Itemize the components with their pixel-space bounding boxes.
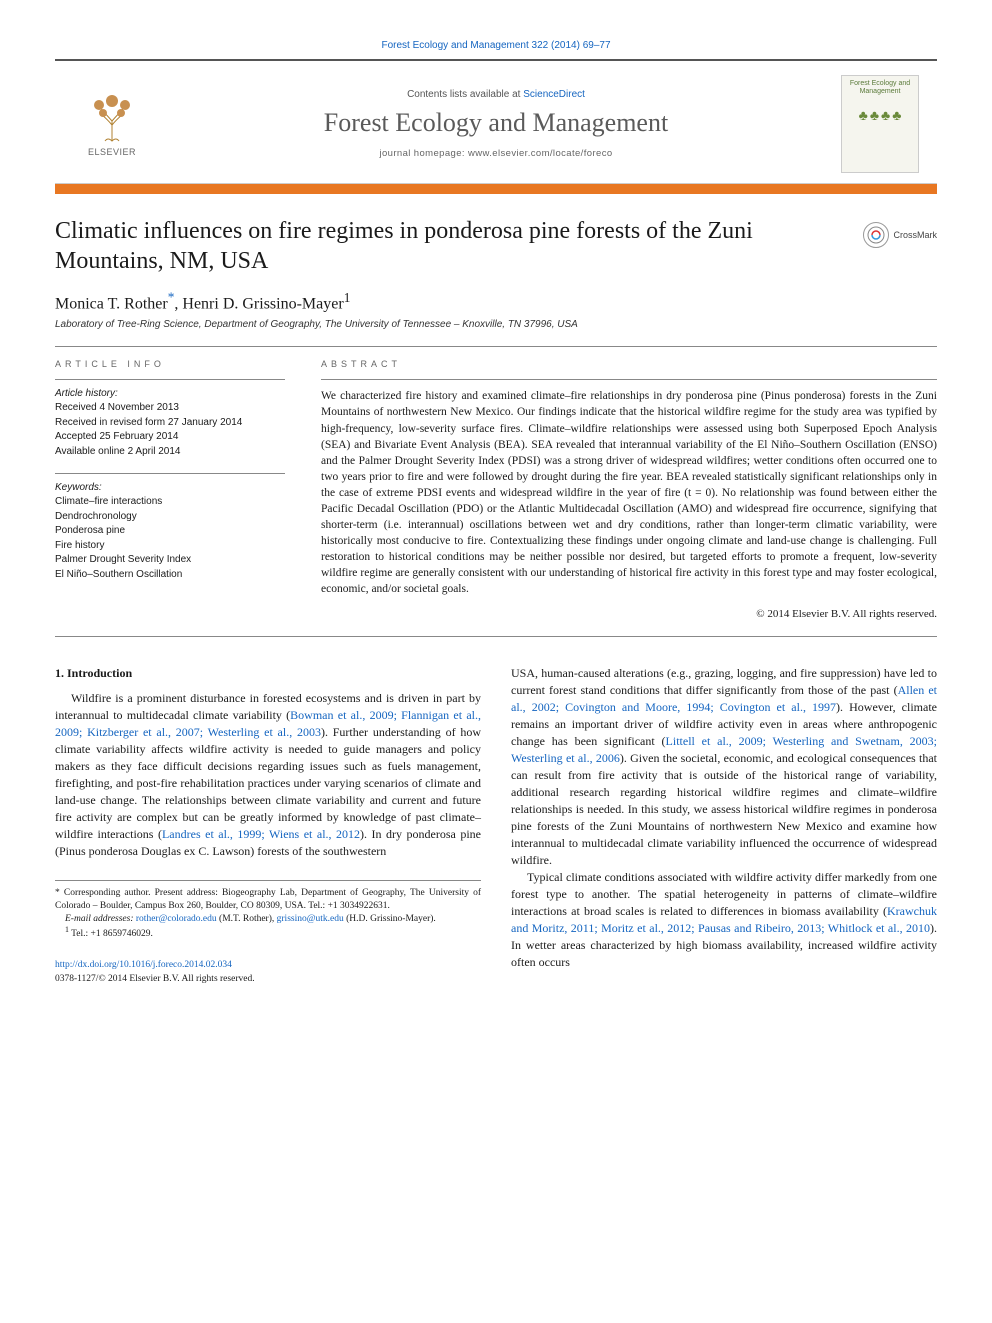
author-list: Monica T. Rother*, Henri D. Grissino-May… [55, 290, 937, 313]
homepage-url[interactable]: www.elsevier.com/locate/foreco [468, 148, 613, 159]
fn-corr-text: Corresponding author. Present address: B… [55, 888, 481, 911]
keyword-4: Palmer Drought Severity Index [55, 553, 285, 568]
history-line-3: Available online 2 April 2014 [55, 445, 285, 460]
doi-link[interactable]: http://dx.doi.org/10.1016/j.foreco.2014.… [55, 960, 232, 970]
fn-emails: E-mail addresses: rother@colorado.edu (M… [55, 913, 481, 926]
fn-email-2[interactable]: grissino@utk.edu [277, 914, 344, 924]
journal-homepage: journal homepage: www.elsevier.com/locat… [169, 148, 823, 159]
fn-email-label: E-mail addresses: [65, 914, 136, 924]
article-info: article info Article history: Received 4… [55, 359, 285, 619]
section-heading: 1. Introduction [55, 665, 481, 682]
citation-line: Forest Ecology and Management 322 (2014)… [55, 40, 937, 51]
author-2-sup: 1 [344, 290, 351, 305]
c1p1-cite2[interactable]: Landres et al., 1999; Wiens et al., 2012 [162, 827, 360, 841]
fn1-text: Tel.: +1 8659746029. [69, 929, 153, 939]
history-label: Article history: [55, 388, 285, 399]
fn-email-1[interactable]: rother@colorado.edu [136, 914, 217, 924]
sciencedirect-link[interactable]: ScienceDirect [523, 89, 585, 100]
publisher-wordmark: ELSEVIER [88, 147, 136, 157]
history-line-2: Accepted 25 February 2014 [55, 430, 285, 445]
affiliation: Laboratory of Tree-Ring Science, Departm… [55, 319, 937, 330]
footnotes: * Corresponding author. Present address:… [55, 880, 481, 941]
column-right: USA, human-caused alterations (e.g., gra… [511, 665, 937, 987]
keyword-3: Fire history [55, 539, 285, 554]
body-columns: 1. Introduction Wildfire is a prominent … [55, 665, 937, 987]
abstract: abstract We characterized fire history a… [321, 359, 937, 619]
rule-bottom [55, 636, 937, 637]
fn-corresponding: * Corresponding author. Present address:… [55, 887, 481, 913]
keywords-label: Keywords: [55, 482, 285, 493]
abstract-rule [321, 379, 937, 380]
c2p1-post: ). Given the societal, economic, and eco… [511, 751, 937, 867]
abstract-copyright: © 2014 Elsevier B.V. All rights reserved… [321, 608, 937, 620]
info-rule-2 [55, 473, 285, 474]
journal-cover-thumb: Forest Ecology and Management ♣♣♣♣ [841, 75, 919, 173]
keyword-0: Climate–fire interactions [55, 495, 285, 510]
journal-name: Forest Ecology and Management [169, 108, 823, 138]
section-title: Introduction [67, 666, 132, 680]
rule-top [55, 346, 937, 347]
accent-bar [55, 184, 937, 194]
masthead: ELSEVIER Contents lists available at Sci… [55, 59, 937, 184]
crossmark-label: CrossMark [893, 230, 937, 240]
c1p1-mid: ). Further understanding of how climate … [55, 725, 481, 841]
footer-bar: http://dx.doi.org/10.1016/j.foreco.2014.… [55, 959, 481, 986]
publisher-logo-block: ELSEVIER [73, 91, 151, 157]
contents-line: Contents lists available at ScienceDirec… [169, 89, 823, 100]
elsevier-tree-icon [85, 91, 139, 145]
c2p2-pre: Typical climate conditions associated wi… [511, 870, 937, 918]
author-1: Monica T. Rother [55, 295, 168, 312]
cover-title: Forest Ecology and Management [842, 80, 918, 95]
fn-email-1-who: (M.T. Rother), [217, 914, 277, 924]
issn-copyright: 0378-1127/© 2014 Elsevier B.V. All right… [55, 974, 255, 984]
c2p1-pre: USA, human-caused alterations (e.g., gra… [511, 666, 937, 697]
history-line-0: Received 4 November 2013 [55, 401, 285, 416]
section-number: 1. [55, 666, 64, 680]
cover-trees-icon: ♣♣♣♣ [859, 107, 902, 123]
info-heading: article info [55, 359, 285, 369]
info-rule-1 [55, 379, 285, 380]
abstract-heading: abstract [321, 359, 937, 369]
keyword-2: Ponderosa pine [55, 524, 285, 539]
fn-email-2-who: (H.D. Grissino-Mayer). [344, 914, 436, 924]
keyword-5: El Niño–Southern Oscillation [55, 568, 285, 583]
fn-tel: 1 Tel.: +1 8659746029. [55, 925, 481, 941]
keyword-1: Dendrochronology [55, 510, 285, 525]
abstract-text: We characterized fire history and examin… [321, 388, 937, 597]
contents-prefix: Contents lists available at [407, 89, 523, 100]
author-2: , Henri D. Grissino-Mayer [174, 295, 343, 312]
column-left: 1. Introduction Wildfire is a prominent … [55, 665, 481, 987]
article-title: Climatic influences on fire regimes in p… [55, 216, 849, 276]
citation-link[interactable]: Forest Ecology and Management 322 (2014)… [381, 40, 610, 51]
crossmark-badge[interactable]: CrossMark [863, 222, 937, 248]
homepage-label: journal homepage: [379, 148, 468, 159]
crossmark-icon [863, 222, 889, 248]
history-line-1: Received in revised form 27 January 2014 [55, 416, 285, 431]
